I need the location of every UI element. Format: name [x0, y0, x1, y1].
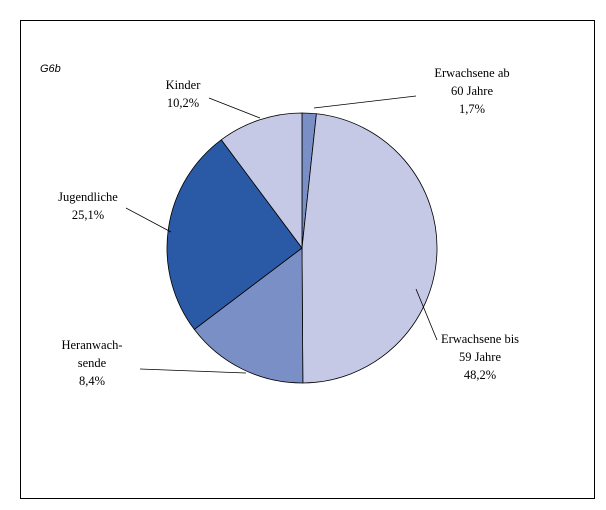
slice-label-1-line-1: 59 Jahre: [459, 350, 501, 364]
slice-label-4: Kinder 10,2%: [166, 78, 202, 110]
slice-label-2-line-0: Heranwach-: [61, 338, 122, 352]
leader-line-4: [208, 97, 261, 119]
slice-label-3-line-1: 25,1%: [72, 208, 104, 222]
pie-slice-1: [301, 113, 438, 384]
slice-label-4-line-0: Kinder: [166, 78, 202, 92]
slice-label-2-line-1: sende: [78, 356, 107, 370]
slice-label-1: Erwachsene bis 59 Jahre 48,2%: [441, 332, 519, 382]
slice-label-0-line-1: 60 Jahre: [451, 84, 493, 98]
leader-line-3: [125, 207, 172, 233]
slice-label-1-line-0: Erwachsene bis: [441, 332, 519, 346]
pie-slice-3: [166, 139, 303, 330]
slice-labels: Erwachsene ab 60 Jahre 1,7% Erwachsene bis 5…: [58, 66, 519, 388]
pie-slice-2: [193, 247, 304, 384]
leader-line-0: [313, 95, 417, 109]
slice-label-2-line-2: 8,4%: [79, 374, 105, 388]
slice-label-0: Erwachsene ab 60 Jahre 1,7%: [434, 66, 509, 116]
slice-label-3-line-0: Jugendliche: [58, 190, 118, 204]
slice-label-0-line-2: 1,7%: [459, 102, 485, 116]
leader-line-2: [139, 368, 247, 374]
slice-label-1-line-2: 48,2%: [464, 368, 496, 382]
slice-label-4-line-1: 10,2%: [167, 96, 199, 110]
leader-lines: [125, 95, 438, 374]
slice-label-2: Heranwach-sende 8,4%: [61, 338, 122, 388]
slice-label-0-line-0: Erwachsene ab: [434, 66, 509, 80]
leader-line-1: [415, 288, 438, 341]
slice-label-3: Jugendliche 25,1%: [58, 190, 118, 222]
pie-slices: [166, 112, 438, 384]
pie-slice-4: [220, 112, 303, 250]
figure-id: G6b: [40, 63, 61, 75]
